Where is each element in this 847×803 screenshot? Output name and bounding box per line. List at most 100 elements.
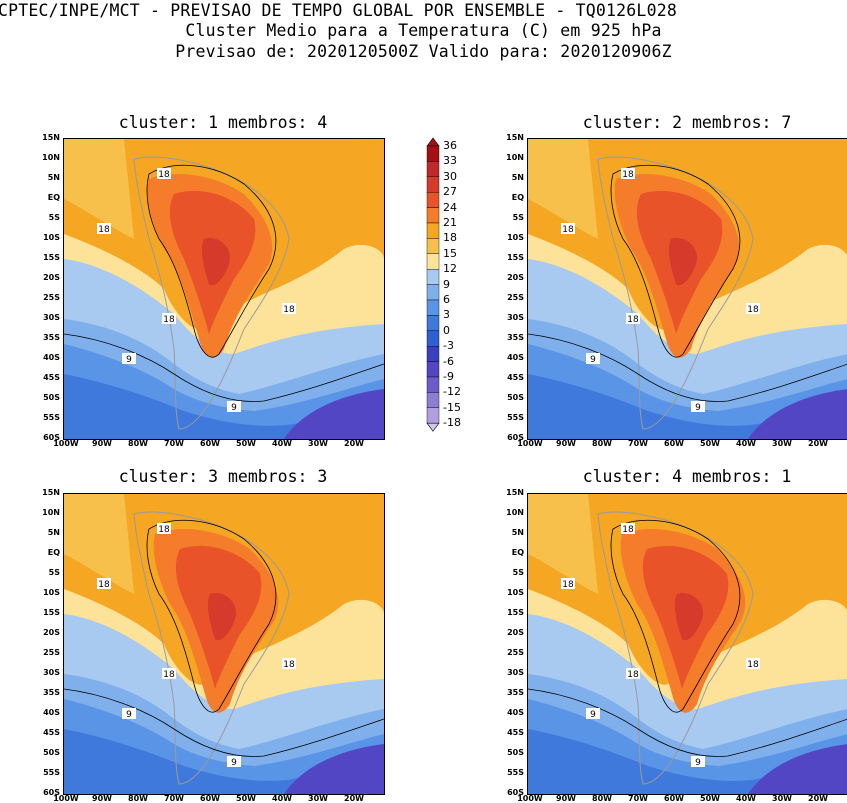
contour-label: 18	[158, 170, 170, 180]
contour-label: 18	[562, 580, 574, 590]
lat-label: 10S	[507, 233, 524, 242]
lon-label: 70W	[164, 439, 184, 448]
lat-label: 40S	[507, 353, 524, 362]
contour-label: 18	[747, 660, 759, 670]
lat-label: 35S	[507, 333, 524, 342]
contour-label: 9	[231, 758, 237, 768]
lon-label: 50W	[236, 794, 256, 803]
lat-label: 5S	[48, 568, 60, 577]
lat-label: 10S	[507, 588, 524, 597]
lat-label: 45S	[43, 728, 60, 737]
lat-label: 30S	[507, 313, 524, 322]
colorbar-label: 12	[443, 262, 457, 276]
lat-label: 5N	[47, 528, 60, 537]
colorbar-swatch	[426, 284, 440, 301]
colorbar	[425, 133, 485, 443]
temperature-field-3: 18 18 18 18 9 9	[64, 494, 384, 794]
lat-label: 25S	[43, 293, 60, 302]
contour-label-bg	[691, 756, 705, 767]
contour-label-bg	[227, 756, 241, 767]
colorbar-swatch	[426, 407, 440, 424]
lat-label: 50S	[507, 393, 524, 402]
contour-9	[64, 333, 384, 402]
contour-label: 9	[231, 403, 237, 413]
lat-label: EQ	[511, 548, 524, 557]
panel-title-2: cluster: 2 membros: 7	[582, 113, 792, 132]
lat-label: 15N	[42, 488, 60, 497]
contour-18	[610, 164, 741, 358]
lat-label: 55S	[507, 768, 524, 777]
colorbar-label: 33	[443, 154, 457, 168]
lon-label: 40W	[736, 439, 756, 448]
colorbar-swatch	[426, 268, 440, 285]
temperature-field-1: 18 18 18 18 9 9	[64, 139, 384, 439]
lat-label: 30S	[43, 668, 60, 677]
colorbar-label: -9	[443, 370, 454, 383]
colorbar-label: 21	[443, 216, 457, 229]
lat-label: 45S	[507, 373, 524, 382]
lat-label: 45S	[507, 728, 524, 737]
lat-label: 55S	[43, 768, 60, 777]
contour-label-bg	[626, 668, 640, 679]
contour-label-bg	[122, 353, 136, 364]
lon-label: 20W	[344, 439, 364, 448]
lon-label: 30W	[308, 439, 328, 448]
panel-title-4: cluster: 4 membros: 1	[582, 467, 792, 486]
lat-label: 20S	[507, 273, 524, 282]
lon-label: 40W	[272, 794, 292, 803]
lon-label: 100W	[517, 794, 543, 803]
lat-label: 10S	[43, 588, 60, 597]
contour-label-bg	[586, 353, 600, 364]
lat-label: 30S	[43, 313, 60, 322]
lon-label: 60W	[664, 794, 684, 803]
lat-label: 35S	[43, 333, 60, 342]
lat-label: 35S	[43, 688, 60, 697]
colorbar-swatch	[426, 253, 440, 270]
lat-label: 5S	[512, 213, 524, 222]
lat-label: 50S	[43, 393, 60, 402]
field-band	[284, 744, 384, 794]
contour-label-bg	[586, 708, 600, 719]
contour-label-bg	[621, 523, 635, 534]
map-panel-1: 18 18 18 18 9 9	[63, 138, 385, 440]
contour-label-bg	[626, 313, 640, 324]
lat-label: EQ	[47, 193, 60, 202]
contour-18	[146, 164, 277, 358]
lon-label: 80W	[128, 794, 148, 803]
colorbar-top-arrow	[426, 137, 440, 147]
lon-label: 80W	[592, 439, 612, 448]
lat-label: 15S	[507, 608, 524, 617]
lat-label: EQ	[511, 193, 524, 202]
contour-9	[64, 688, 384, 757]
lon-label: 60W	[200, 439, 220, 448]
coastline	[597, 511, 754, 785]
lat-label: 25S	[507, 293, 524, 302]
lon-label: 40W	[736, 794, 756, 803]
header-line-1: CPTEC/INPE/MCT - PREVISAO DE TEMPO GLOBA…	[0, 1, 677, 20]
contour-18	[146, 519, 277, 713]
contour-label: 18	[98, 225, 110, 235]
contour-label-bg	[746, 303, 760, 314]
lon-label: 90W	[556, 794, 576, 803]
lat-label: 5N	[511, 173, 524, 182]
lat-label: 60S	[507, 433, 524, 442]
contour-18	[610, 519, 741, 713]
lat-label: 10N	[42, 508, 60, 517]
contour-label: 18	[163, 670, 175, 680]
coastline	[597, 156, 754, 430]
lon-label: 30W	[308, 794, 328, 803]
lat-label: 15S	[43, 608, 60, 617]
lat-label: 15N	[42, 133, 60, 142]
lon-label: 80W	[128, 439, 148, 448]
lon-label: 90W	[92, 794, 112, 803]
colorbar-label: 30	[443, 169, 457, 183]
field-band	[528, 139, 598, 239]
lat-label: 60S	[507, 788, 524, 797]
lon-label: 80W	[592, 794, 612, 803]
colorbar-swatch	[426, 315, 440, 331]
colorbar-label: -12	[443, 385, 461, 399]
contour-label: 9	[590, 355, 596, 365]
lon-label: 60W	[200, 794, 220, 803]
contour-label-bg	[162, 668, 176, 679]
field-band	[748, 744, 847, 794]
